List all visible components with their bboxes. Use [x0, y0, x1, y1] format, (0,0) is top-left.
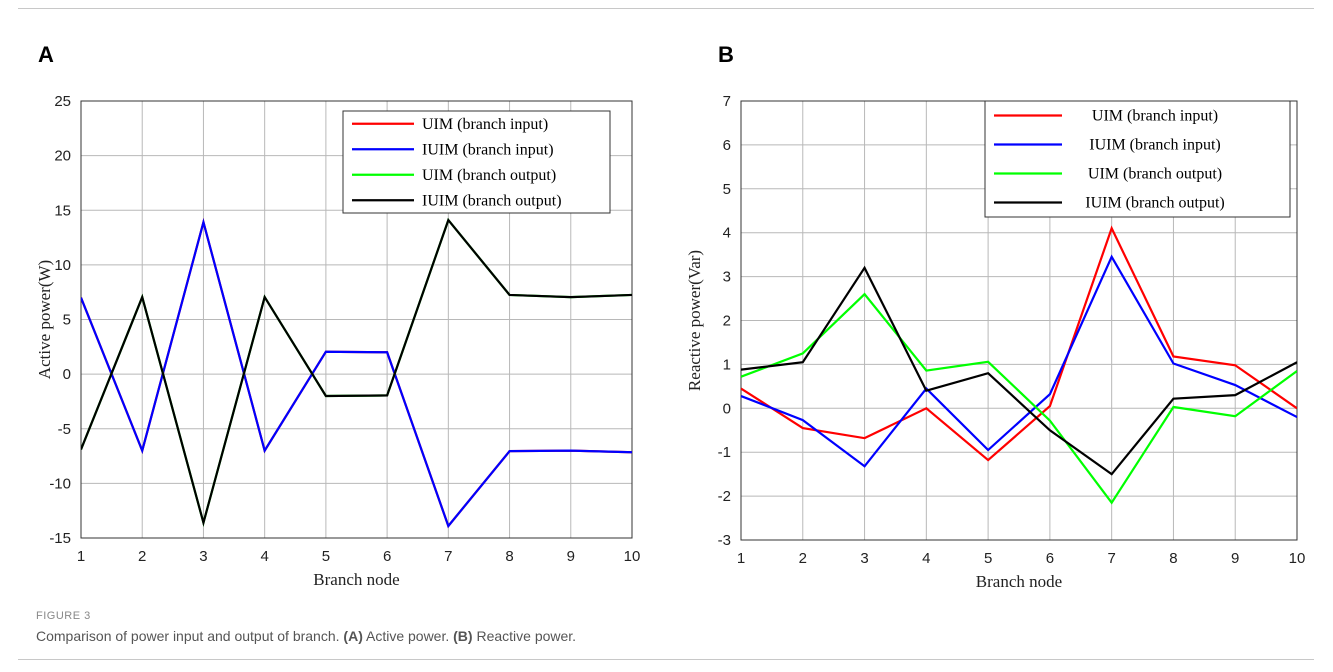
- legend-label: IUIM (branch input): [1089, 137, 1221, 154]
- legend-label: UIM (branch output): [422, 167, 556, 184]
- x-tick-label: 6: [1046, 550, 1054, 567]
- x-tick-label: 4: [260, 548, 268, 565]
- x-tick-label: 9: [1231, 550, 1239, 567]
- x-axis-label: Branch node: [976, 572, 1062, 591]
- legend-box: [342, 110, 611, 214]
- legend-label: IUIM (branch output): [422, 192, 562, 209]
- panel-letter: A: [38, 42, 54, 67]
- y-axis-label: Active power(W): [35, 260, 54, 379]
- y-tick-label: -10: [49, 475, 71, 492]
- x-tick-label: 3: [199, 548, 207, 565]
- series-line-3: [741, 292, 1297, 505]
- y-tick-label: 15: [54, 202, 71, 219]
- y-tick-label: 0: [63, 366, 71, 383]
- y-tick-label: 5: [63, 312, 71, 329]
- y-tick-label: 5: [723, 181, 731, 198]
- legend-label: UIM (branch input): [422, 116, 548, 133]
- y-tick-label: 4: [723, 225, 731, 242]
- caption-part: Reactive power.: [472, 628, 577, 644]
- x-tick-label: 7: [1107, 550, 1115, 567]
- series-line-1: [741, 225, 1297, 462]
- figure-label: FIGURE 3: [36, 610, 91, 622]
- y-tick-label: 2: [723, 313, 731, 330]
- x-tick-label: 5: [322, 548, 330, 565]
- axes-box: [80, 100, 633, 539]
- y-tick-label: -15: [49, 530, 71, 547]
- x-tick-label: 2: [138, 548, 146, 565]
- x-tick-label: 1: [77, 548, 85, 565]
- x-tick-label: 4: [922, 550, 930, 567]
- x-tick-label: 9: [567, 548, 575, 565]
- y-tick-label: 10: [54, 257, 71, 274]
- y-tick-label: 0: [723, 400, 731, 417]
- x-tick-label: 1: [737, 550, 745, 567]
- x-tick-label: 5: [984, 550, 992, 567]
- y-axis-label: Reactive power(Var): [685, 250, 704, 391]
- x-axis-label: Branch node: [313, 570, 399, 589]
- legend-label: IUIM (branch output): [1085, 195, 1225, 212]
- y-tick-label: 7: [723, 93, 731, 110]
- legend-label: UIM (branch output): [1088, 166, 1222, 183]
- legend-label: UIM (branch input): [1092, 108, 1218, 125]
- y-tick-label: -2: [718, 488, 731, 505]
- legend-box: [984, 100, 1291, 218]
- chart-panel-a: A 1 2 3 4 5 6 7 8 9 10 -15 -10 -5 0 5 10 15 20 25 Branch nod…: [35, 42, 640, 589]
- caption-part: (A): [343, 628, 363, 644]
- y-tick-label: -5: [58, 421, 71, 438]
- x-tick-label: 3: [860, 550, 868, 567]
- legend-label: IUIM (branch input): [422, 141, 554, 158]
- series-line-4: [81, 217, 632, 527]
- y-tick-label: -3: [718, 532, 731, 549]
- x-tick-label: 10: [1289, 550, 1306, 567]
- y-tick-label: 20: [54, 148, 71, 165]
- caption-part: (B): [453, 628, 473, 644]
- x-tick-label: 10: [624, 548, 641, 565]
- y-tick-label: 3: [723, 269, 731, 286]
- series-line-2: [741, 254, 1297, 468]
- x-tick-label: 2: [799, 550, 807, 567]
- y-tick-label: 1: [723, 356, 731, 373]
- chart-panel-b: B 1 2 3 4 5 6 7 8 9 10 -3 -2 -1 0 1 2 3 4 5 6 7 Branch node Rea…: [685, 42, 1305, 591]
- caption-part: Comparison of power input and output of …: [36, 628, 344, 644]
- x-tick-label: 8: [1169, 550, 1177, 567]
- x-tick-label: 6: [383, 548, 391, 565]
- y-tick-label: -1: [718, 444, 731, 461]
- y-tick-label: 25: [54, 93, 71, 110]
- x-tick-label: 8: [505, 548, 513, 565]
- x-tick-label: 7: [444, 548, 452, 565]
- series-line-4: [741, 265, 1297, 476]
- panel-letter: B: [718, 42, 734, 67]
- figure-frame: [18, 8, 1314, 660]
- series-line-2: [81, 218, 632, 529]
- y-tick-label: 6: [723, 137, 731, 154]
- caption-part: Active power.: [362, 628, 454, 644]
- figure-caption: Comparison of power input and output of …: [36, 628, 576, 644]
